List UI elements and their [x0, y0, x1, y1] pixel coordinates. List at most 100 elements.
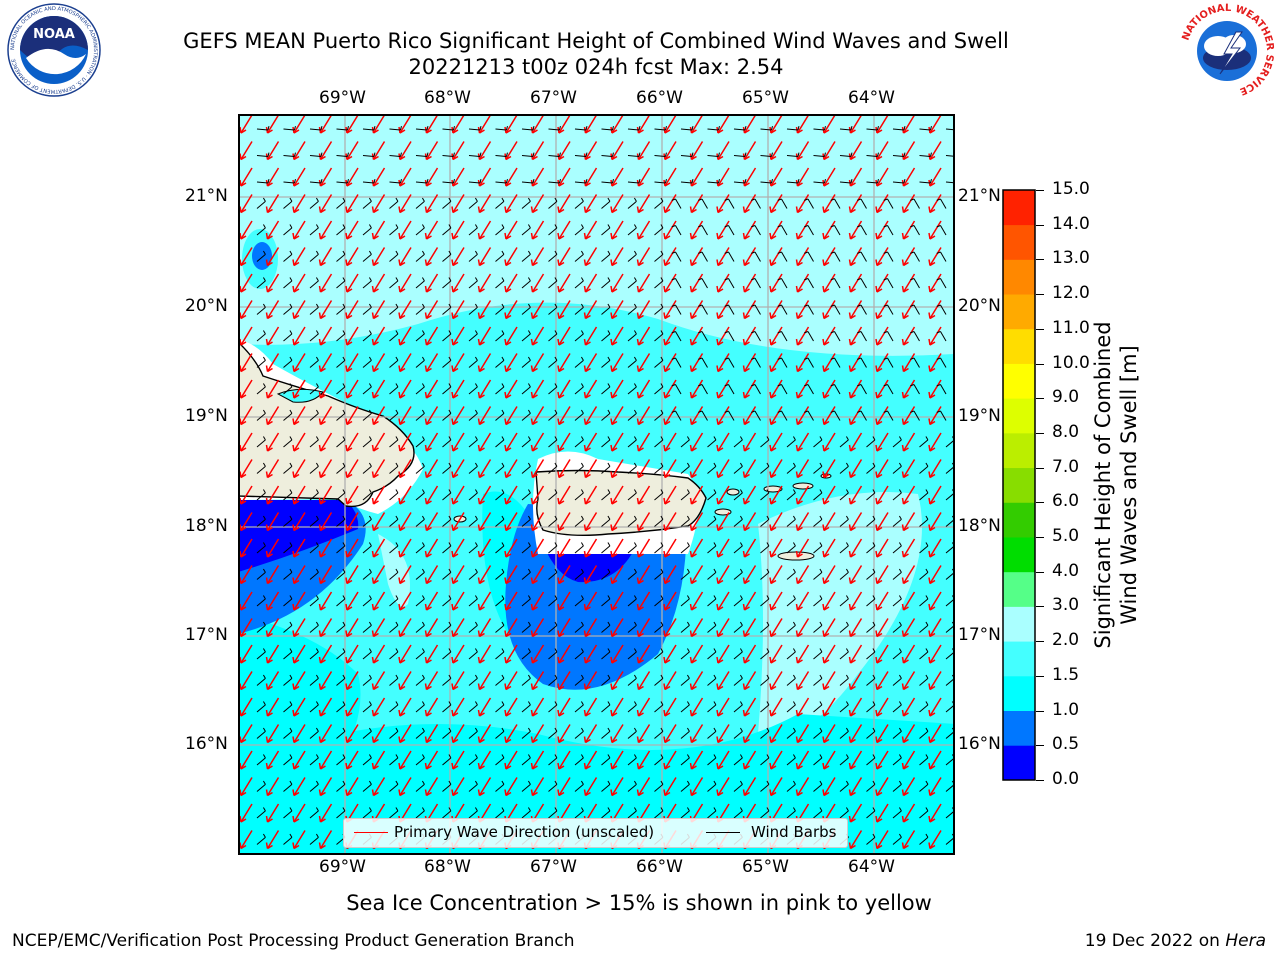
- wave-arrow: [424, 538, 439, 558]
- wind-barb: [830, 357, 841, 368]
- wave-arrow: [371, 724, 386, 744]
- wind-barb: [627, 648, 637, 660]
- colorbar-tick-label: 12.0: [1052, 283, 1090, 304]
- wind-barb: [309, 330, 319, 342]
- wind-barb: [442, 462, 452, 474]
- wave-arrow: [636, 459, 651, 479]
- wind-barb: [521, 224, 531, 236]
- wind-barb: [468, 330, 478, 342]
- wave-arrow: [822, 565, 836, 585]
- wave-arrow: [292, 644, 306, 664]
- wave-arrow: [769, 538, 783, 558]
- wave-arrow: [769, 220, 783, 240]
- wind-barb: [839, 515, 849, 527]
- wave-arrow: [689, 565, 704, 585]
- colorbar-tick-mark: [1036, 675, 1044, 677]
- wind-barb: [910, 304, 920, 315]
- wind-barb: [574, 125, 588, 131]
- wave-arrow: [292, 300, 306, 320]
- wind-barb: [256, 489, 266, 501]
- wind-barb: [910, 331, 920, 342]
- wave-arrow: [875, 220, 889, 240]
- wind-barb: [283, 277, 293, 289]
- wave-arrow: [636, 300, 651, 320]
- wave-arrow: [345, 750, 359, 770]
- wave-arrow: [451, 724, 465, 744]
- wave-arrow: [398, 724, 412, 744]
- wind-barb: [336, 780, 346, 792]
- wind-barb: [707, 595, 717, 607]
- wind-barb: [751, 384, 761, 395]
- wind-barb: [415, 542, 425, 554]
- wind-barb: [777, 410, 788, 421]
- wave-arrow: [928, 326, 942, 346]
- wave-arrow: [265, 247, 280, 267]
- colorbar-cell: [1003, 537, 1035, 573]
- wave-arrow: [239, 273, 253, 293]
- wind-barb: [362, 409, 372, 421]
- wave-arrow: [822, 273, 836, 293]
- wind-barb: [760, 807, 770, 819]
- wind-barb: [256, 224, 266, 236]
- wave-arrow: [451, 591, 465, 611]
- wave-arrow: [742, 591, 757, 611]
- colorbar-cell: [1003, 259, 1035, 295]
- wind-barb: [866, 621, 876, 633]
- wind-barb: [389, 436, 399, 448]
- wave-arrow: [610, 485, 624, 505]
- map-legend: Primary Wave Direction (unscaled) Wind B…: [343, 818, 848, 848]
- wind-barb: [362, 178, 376, 184]
- footer-host: Hera: [1225, 931, 1266, 951]
- colorbar-cell: [1003, 710, 1035, 746]
- wind-barb: [839, 780, 849, 792]
- wind-barb: [309, 250, 319, 262]
- wave-arrow: [689, 750, 704, 770]
- wind-barb: [866, 462, 876, 474]
- wave-arrow: [769, 724, 783, 744]
- wave-arrow: [318, 565, 333, 585]
- wave-arrow: [875, 194, 889, 214]
- wave-arrow: [239, 750, 253, 770]
- wave-arrow: [477, 565, 492, 585]
- wave-arrow: [477, 432, 492, 452]
- wind-barb: [830, 278, 841, 289]
- wind-barb: [830, 304, 841, 315]
- colorbar-tick-mark: [1036, 606, 1044, 608]
- wind-barb: [804, 278, 814, 289]
- wind-barb: [919, 568, 929, 580]
- wind-barb: [654, 383, 664, 395]
- wave-arrow: [795, 644, 810, 664]
- lat-label-right: 16°N: [958, 734, 1001, 754]
- wind-barb: [521, 436, 531, 448]
- wind-barb: [804, 331, 814, 342]
- wave-arrow: [901, 485, 916, 505]
- wave-arrow: [742, 353, 757, 373]
- wind-barb: [601, 674, 611, 686]
- wave-arrow: [504, 353, 518, 373]
- wind-barb: [521, 178, 535, 184]
- wind-barb: [786, 727, 796, 739]
- colorbar-label-line1: Significant Height of Combined: [1091, 321, 1115, 649]
- wind-barb: [601, 330, 611, 342]
- wind-barb: [521, 383, 531, 395]
- wind-barb: [866, 595, 876, 607]
- wave-arrow: [795, 432, 810, 452]
- wave-arrow: [530, 353, 545, 373]
- wave-arrow: [848, 565, 863, 585]
- wave-arrow: [822, 406, 836, 426]
- wind-barb: [707, 542, 717, 554]
- wind-barb: [919, 674, 929, 686]
- wave-arrow: [477, 353, 492, 373]
- wind-barb: [671, 278, 682, 289]
- wind-barb: [813, 436, 823, 448]
- wave-arrow: [663, 777, 677, 797]
- wind-barb: [883, 410, 894, 421]
- wave-arrow: [557, 644, 571, 664]
- wind-barb: [521, 727, 531, 739]
- wave-arrow: [424, 485, 439, 505]
- wave-arrow: [875, 273, 889, 293]
- wave-arrow: [345, 406, 359, 426]
- wind-barb: [654, 727, 664, 739]
- wave-arrow: [742, 326, 757, 346]
- wind-barb: [680, 754, 690, 766]
